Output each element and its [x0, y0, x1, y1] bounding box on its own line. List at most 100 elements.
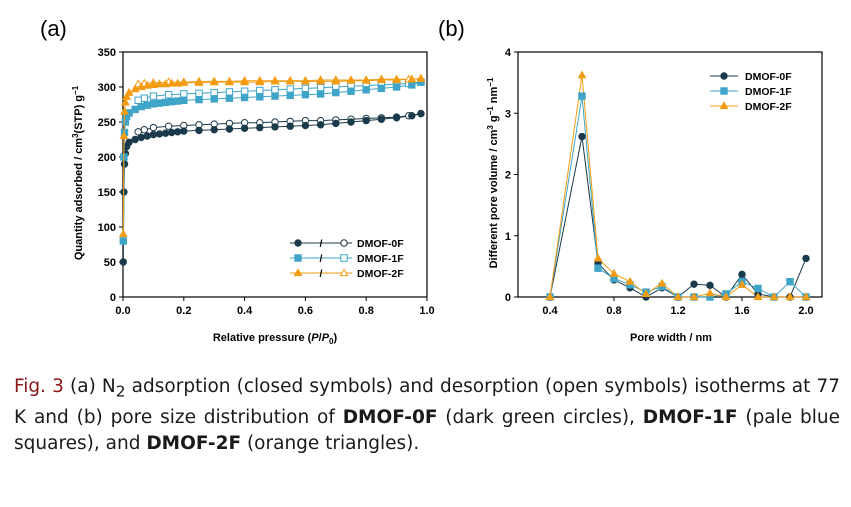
isotherm-adsorption-point [180, 127, 188, 135]
isotherm-adsorption-point [361, 75, 371, 84]
isotherm-desorption-point [140, 126, 148, 134]
isotherm-desorption-point [164, 91, 173, 99]
pore-x-tick-label: 2.0 [798, 305, 813, 317]
isotherm-adsorption-point [392, 114, 401, 122]
isotherm-legend-marker-open [340, 239, 348, 247]
isotherm-adsorption-point [155, 99, 164, 107]
isotherm-adsorption-point [194, 77, 204, 86]
isotherm-adsorption-point [195, 126, 203, 135]
isotherm-adsorption-point [131, 135, 139, 144]
isotherm-adsorption-point [180, 96, 188, 104]
isotherm-adsorption-point [332, 88, 340, 97]
isotherm-legend-marker-open [340, 254, 348, 262]
pore-point [754, 284, 762, 293]
pore-legend-marker [720, 87, 728, 95]
isotherm-adsorption-point [346, 75, 356, 84]
pore-point [593, 253, 603, 262]
isotherm-y-tick-label: 50 [104, 257, 116, 269]
isotherm-adsorption-point [161, 79, 171, 88]
isotherm-adsorption-point [155, 79, 164, 88]
isotherm-adsorption-point [347, 87, 355, 95]
caption-text-4: (pale blue squares), and [14, 406, 840, 454]
pore-legend-label: DMOF-1F [745, 86, 792, 98]
isotherm-adsorption-point [119, 237, 128, 245]
isotherm-y-tick-label: 250 [98, 117, 116, 129]
isotherm-adsorption-point [408, 112, 416, 120]
isotherm-y-tick-label: 350 [98, 47, 116, 59]
isotherm-adsorption-point [173, 78, 183, 87]
isotherm-y-tick-label: 0 [110, 292, 116, 304]
isotherm-adsorption-point [119, 258, 128, 266]
isotherm-y-tick-label: 300 [98, 82, 116, 94]
isotherm-adsorption-point [286, 91, 294, 100]
pore-point [689, 292, 699, 301]
pore-point [706, 281, 714, 290]
isotherm-y-tick-label: 100 [98, 222, 116, 234]
pore-point [785, 292, 795, 301]
pore-legend-label: DMOF-2F [745, 101, 792, 113]
pore-y-tick-label: 1 [505, 231, 511, 243]
isotherm-adsorption-point [300, 76, 310, 85]
isotherm-legend-separator: / [320, 253, 323, 265]
pore-point [705, 288, 715, 297]
isotherm-adsorption-point [376, 75, 386, 84]
isotherm-adsorption-point [271, 123, 279, 131]
isotherm-x-tick-label: 0.0 [115, 305, 130, 317]
isotherm-legend-marker-filled [293, 268, 303, 277]
pore-point [721, 292, 731, 301]
isotherm-adsorption-point [407, 74, 417, 83]
isotherm-adsorption-point [149, 100, 158, 108]
isotherm-adsorption-point [316, 121, 325, 129]
isotherm-adsorption-point [148, 80, 158, 88]
isotherm-desorption-point [271, 86, 279, 94]
pore-legend-marker [719, 101, 729, 110]
pore-y-tick-label: 4 [505, 47, 512, 59]
isotherm-adsorption-point [392, 75, 402, 84]
pore-point [769, 292, 779, 301]
isotherm-adsorption-point [285, 76, 295, 85]
isotherm-adsorption-point [210, 126, 218, 134]
isotherm-adsorption-point [225, 125, 234, 133]
pore-line-dmof-1f [549, 96, 807, 298]
isotherm-adsorption-point [392, 83, 401, 91]
isotherm-adsorption-point [270, 76, 280, 85]
isotherm-adsorption-point [120, 160, 129, 168]
isotherm-adsorption-point [120, 97, 130, 106]
isotherm-desorption-point [149, 123, 158, 132]
isotherm-adsorption-point [417, 109, 425, 118]
isotherm-adsorption-point [331, 76, 341, 85]
isotherm-adsorption-point [195, 95, 203, 104]
isotherm-adsorption-point [301, 91, 310, 99]
isotherm-adsorption-point [174, 128, 182, 136]
pore-point [801, 292, 811, 301]
isotherm-legend-separator: / [320, 238, 323, 250]
isotherm-adsorption-point [347, 118, 355, 126]
pore-point [594, 264, 602, 272]
pore-point [737, 279, 747, 288]
isotherm-y-axis-title: Quantity adsorbed / cm3(STP) g−1 [71, 85, 85, 260]
isotherm-desorption-point [149, 92, 158, 100]
isotherm-desorption-point [286, 85, 294, 93]
pore-x-tick-label: 1.6 [734, 305, 749, 317]
isotherm-adsorption-point [167, 78, 177, 87]
isotherm-desorption-point [301, 84, 310, 93]
isotherm-adsorption-point [161, 129, 170, 137]
isotherm-adsorption-point [256, 123, 264, 132]
isotherm-adsorption-point [240, 77, 250, 86]
pore-point [625, 276, 635, 285]
pore-legend-marker [720, 72, 728, 80]
isotherm-y-tick-label: 150 [98, 187, 116, 199]
isotherm-adsorption-point [255, 77, 265, 86]
isotherm-adsorption-point [122, 91, 132, 100]
pore-point [786, 277, 794, 286]
panel-a-label: (a) [40, 16, 67, 41]
pore-legend-label: DMOF-0F [745, 71, 792, 83]
pore-point [657, 278, 667, 287]
isotherm-adsorption-point [142, 80, 152, 89]
isotherm-desorption-point [240, 87, 249, 95]
pore-point [545, 292, 555, 301]
pore-line-dmof-2f [549, 75, 806, 298]
isotherm-adsorption-point [362, 116, 370, 125]
isotherm-adsorption-point [118, 229, 128, 238]
isotherm-legend-label: DMOF-2F [357, 268, 404, 280]
